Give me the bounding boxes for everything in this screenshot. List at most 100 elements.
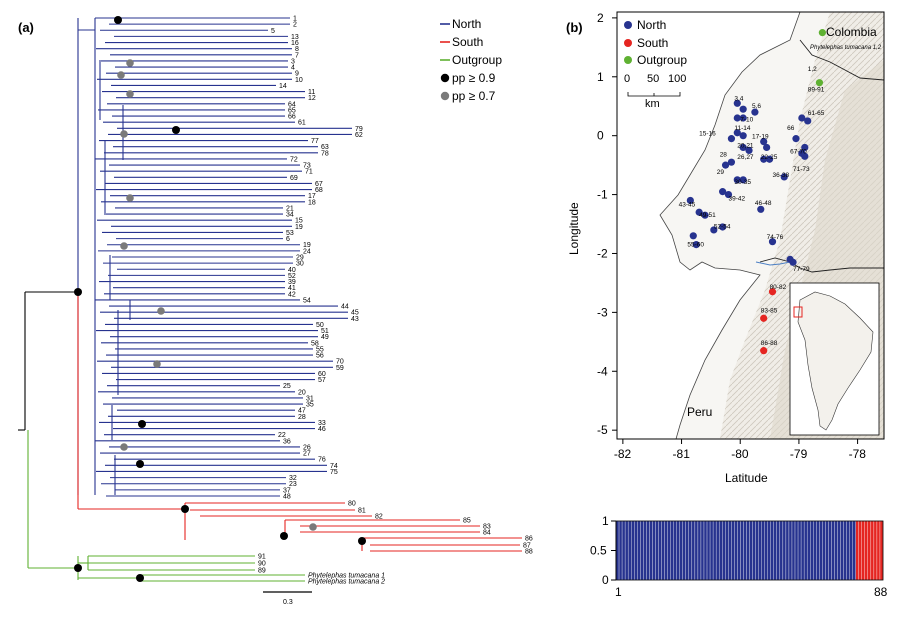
struct-y-tick-label: 1 [602,514,609,528]
support-node-mid [157,307,165,315]
map-point-label: 11-14 [734,125,751,132]
north-sample-point [757,205,765,213]
ancestry-bar [828,520,832,581]
map-x-tick-label: -80 [731,447,749,461]
north-sample-point [765,155,774,163]
ancestry-bar [725,520,729,581]
leaf-label: 51 [321,328,329,335]
south-sample-point [760,347,768,355]
ancestry-bar [813,520,817,581]
species-label: Phytelephas tumacana 1 [308,573,385,580]
leaf-label: 4 [291,65,295,72]
support-node-high [358,537,366,545]
species-label: Phytelephas tumacana 2 [308,579,385,586]
leaf-label: 2 [293,22,297,29]
leaf-label: 52 [288,273,296,280]
support-node-high [172,126,180,134]
ancestry-bar [873,520,878,581]
leaf-label: 57 [318,377,326,384]
north-sample-point [739,143,747,152]
support-node-high [114,16,122,24]
leaf-label: 31 [306,395,314,402]
leaf-label: 41 [288,285,296,292]
ancestry-bar [637,520,641,581]
leaf-label: 23 [289,481,297,488]
leaf-label: 84 [483,530,491,537]
ancestry-bar [825,520,829,581]
map-point-label: 5,6 [752,103,761,110]
map-x-tick-label: -81 [673,447,691,461]
north-sample-point [727,158,736,166]
north-sample-point [692,241,700,249]
leaf-label: 27 [303,451,311,458]
country-label-peru: Peru [687,405,712,419]
ancestry-bar [676,520,680,581]
ancestry-bar [734,520,738,581]
ancestry-bar [876,520,881,581]
north-sample-point [801,143,809,152]
leaf-label: 30 [296,261,304,268]
ancestry-bar [879,520,884,581]
leaf-label: 44 [341,304,349,311]
leaf-label: 49 [321,334,329,341]
ancestry-bar [800,520,805,581]
ancestry-bar [849,520,853,581]
leaf-label: 9 [295,71,299,78]
ancestry-bar [694,520,699,581]
support-node-mid [126,90,134,98]
ancestry-bar [718,520,723,581]
legend-pp-high-dot [440,73,450,83]
ancestry-bar [627,520,632,581]
ancestry-bar [691,520,696,581]
map-y-tick-label: -1 [597,188,608,202]
leaf-label: 78 [321,150,329,157]
leaf-label: 18 [308,199,316,206]
ancestry-bar [703,520,708,581]
map-scalebar-tick-50: 50 [647,73,659,85]
leaf-label: 8 [295,46,299,53]
ancestry-bar [797,520,802,581]
ancestry-bar [779,520,784,581]
ancestry-bar [664,520,668,581]
legend-pp-mid-dot [440,91,450,101]
map-point-label: 66 [787,125,795,132]
leaf-label: 11 [308,89,315,96]
ancestry-bar [743,520,747,581]
ancestry-bar [834,520,838,581]
leaf-label: 63 [321,144,329,151]
leaf-label: 54 [303,297,311,304]
struct-x-end: 88 [874,585,888,599]
support-node-mid [120,443,128,451]
ancestry-bar [630,520,635,581]
map-y-tick-label: -5 [597,423,608,437]
map-frame [616,11,885,440]
north-sample-point [701,211,709,219]
ancestry-bar [758,520,762,581]
leaf-label: 33 [318,420,326,427]
ancestry-bar [646,520,650,581]
leaf-label: 68 [315,187,323,194]
ancestry-bar [700,520,705,581]
ancestry-bar [803,520,808,581]
ancestry-bar [749,520,753,581]
map-x-tick-label: -82 [614,447,632,461]
leaf-label: 7 [295,52,299,59]
legend-north-label: North [452,17,481,31]
ancestry-bar [679,520,683,581]
ancestry-bar [667,520,671,581]
leaf-label: 87 [523,543,531,550]
support-node-high [181,505,189,513]
ancestry-bar [819,520,823,581]
map-x-tick-label: -79 [790,447,808,461]
ancestry-bar [712,520,717,581]
ancestry-bar [649,520,653,581]
leaf-label: 5 [271,28,275,35]
map-point-label: 80-82 [770,284,787,291]
leaf-label: 3 [291,58,295,65]
ancestry-bar [773,520,778,581]
north-sample-point [724,190,733,199]
north-sample-point [804,117,812,125]
leaf-label: 36 [283,438,291,445]
map-legend-outgroup-label: Outgroup [637,53,687,67]
map-point-label: 77-79 [793,266,810,273]
